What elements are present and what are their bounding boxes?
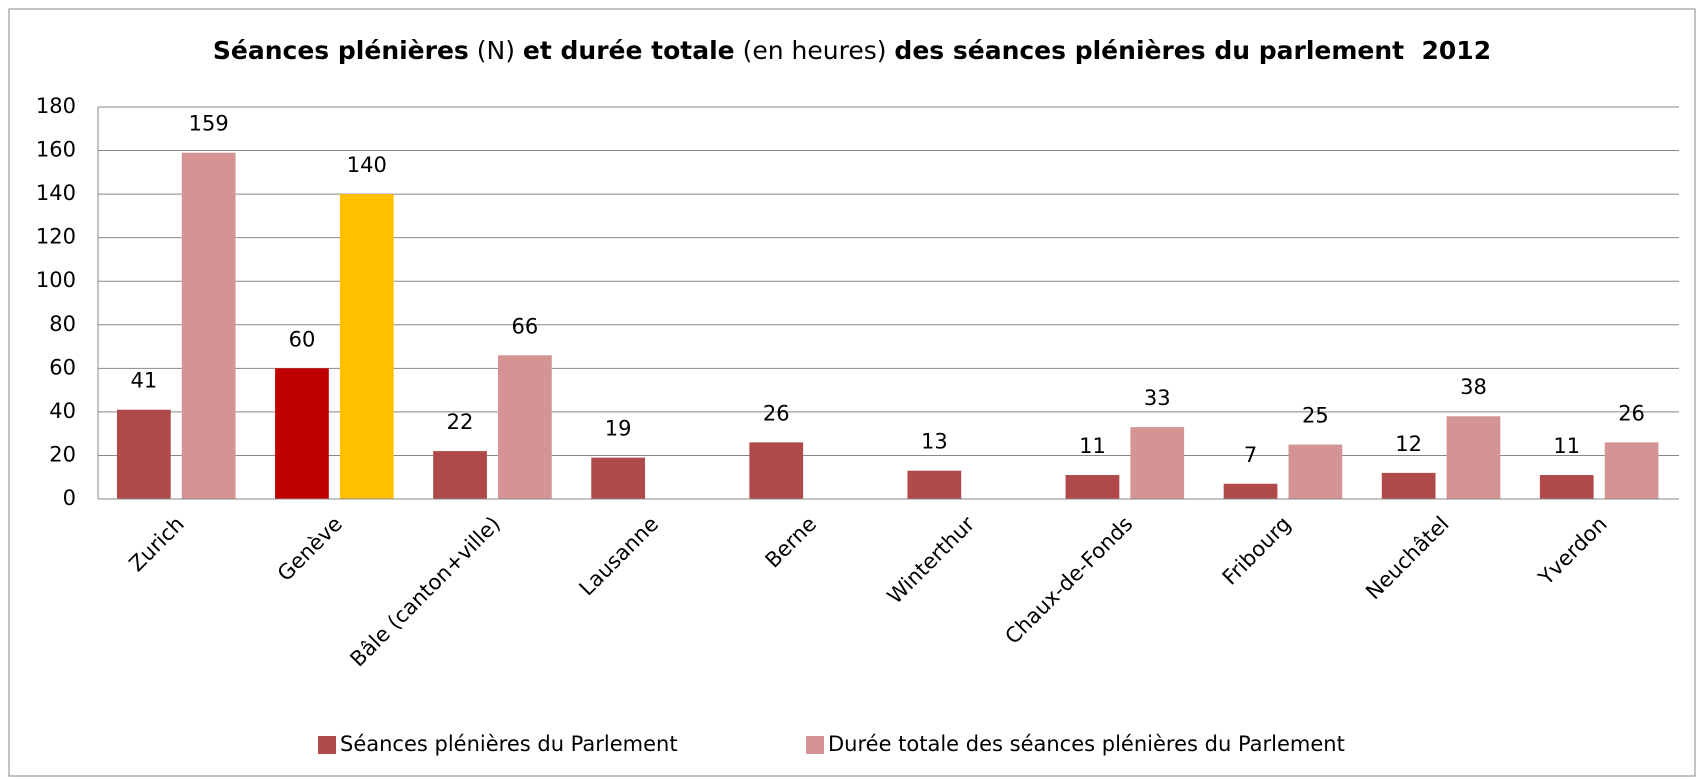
value-label: 41 — [130, 369, 157, 393]
bar — [433, 451, 487, 499]
value-label: 140 — [347, 153, 387, 177]
value-label: 13 — [921, 430, 948, 454]
value-label: 7 — [1244, 443, 1257, 467]
title-part: (N) — [469, 36, 523, 65]
legend-label: Durée totale des séances plénières du Pa… — [828, 732, 1345, 756]
bar — [749, 442, 804, 499]
value-label: 19 — [605, 417, 632, 441]
value-label: 26 — [1618, 401, 1645, 425]
y-tick-label: 60 — [49, 355, 76, 379]
y-tick-label: 180 — [36, 94, 76, 118]
bar — [1604, 442, 1659, 499]
chart-title: Séances plénières (N) et durée totale (e… — [213, 36, 1491, 65]
title-part: et durée totale — [523, 36, 735, 65]
bar — [1223, 483, 1278, 499]
value-label: 12 — [1395, 432, 1422, 456]
bar — [1381, 472, 1436, 499]
bar — [1130, 427, 1185, 499]
bar — [1288, 444, 1343, 499]
y-tick-label: 160 — [36, 138, 76, 162]
value-label: 38 — [1460, 375, 1487, 399]
value-label: 26 — [763, 401, 790, 425]
y-tick-label: 100 — [36, 268, 76, 292]
y-tick-label: 40 — [49, 399, 76, 423]
value-label: 60 — [289, 327, 316, 351]
y-tick-label: 80 — [49, 312, 76, 336]
legend-swatch — [806, 736, 824, 754]
y-tick-label: 140 — [36, 181, 76, 205]
y-tick-label: 0 — [63, 486, 76, 510]
bar — [116, 409, 171, 499]
value-label: 11 — [1079, 434, 1106, 458]
title-part: Séances plénières — [213, 36, 469, 65]
bar — [1446, 416, 1501, 499]
bar — [181, 152, 236, 499]
y-tick-label: 120 — [36, 225, 76, 249]
title-part: des séances plénières du parlement 2012 — [894, 36, 1491, 65]
value-label: 22 — [447, 410, 474, 434]
bar — [339, 194, 394, 499]
y-tick-label: 20 — [49, 442, 76, 466]
bar — [1065, 475, 1120, 499]
bar — [275, 368, 329, 499]
chart-frame — [8, 8, 1696, 777]
title-part: (en heures) — [735, 36, 895, 65]
value-label: 159 — [189, 112, 229, 136]
value-label: 33 — [1144, 386, 1171, 410]
bar — [591, 457, 646, 499]
legend-label: Séances plénières du Parlement — [340, 732, 678, 756]
legend-swatch — [318, 736, 336, 754]
bar — [1539, 475, 1594, 499]
value-label: 11 — [1553, 434, 1580, 458]
value-label: 66 — [512, 314, 539, 338]
bar — [907, 470, 962, 499]
value-label: 25 — [1302, 404, 1329, 428]
bar — [497, 355, 552, 499]
